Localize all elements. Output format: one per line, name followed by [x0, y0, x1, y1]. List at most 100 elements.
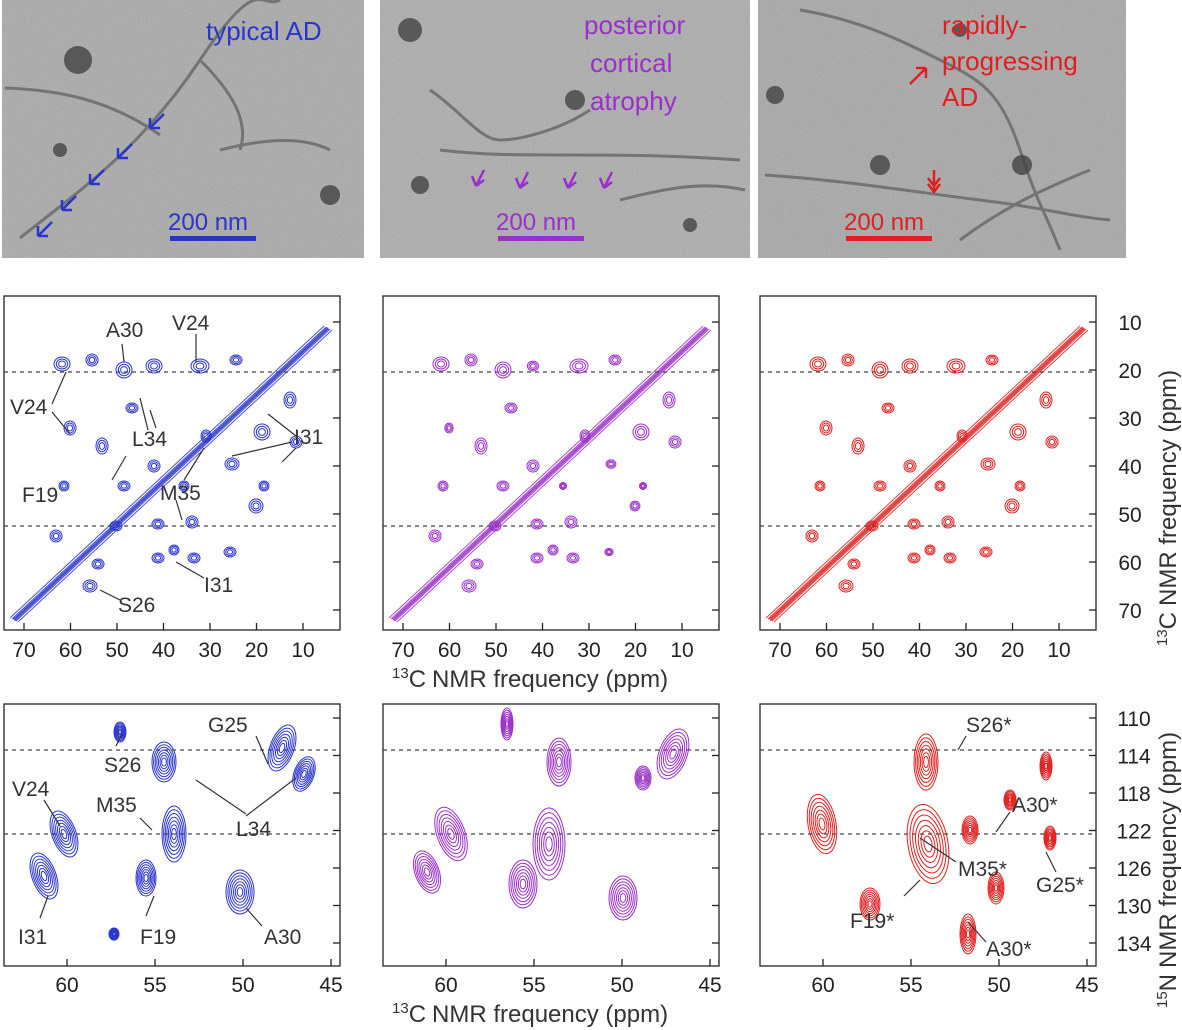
contour — [169, 824, 179, 844]
contour — [925, 545, 935, 555]
contour — [875, 481, 885, 491]
contour — [445, 424, 453, 432]
contour — [1043, 825, 1057, 851]
contour — [1045, 435, 1059, 449]
contour — [838, 579, 854, 593]
contour — [668, 435, 682, 449]
x-tick-label: 50 — [484, 639, 507, 662]
contour — [53, 816, 75, 852]
contour — [189, 553, 199, 563]
contour — [466, 355, 476, 365]
y-tick-label: 10 — [1118, 312, 1141, 335]
contour — [227, 872, 253, 912]
contour — [29, 852, 59, 900]
contour — [812, 805, 832, 843]
contour — [1004, 498, 1020, 514]
peak-label-s26: S26 — [104, 754, 141, 777]
contour — [881, 402, 895, 414]
contour — [530, 552, 544, 564]
contour — [821, 422, 831, 434]
contour — [276, 739, 288, 757]
x-tick-label: 50 — [987, 974, 1010, 997]
contour — [809, 356, 827, 372]
contour — [434, 806, 468, 862]
contour — [301, 770, 307, 778]
contour — [526, 459, 540, 473]
contour — [607, 460, 615, 468]
cc-spectrum-panel: 70 60 50 40 30 20 10 — [382, 295, 720, 662]
contour — [498, 481, 508, 491]
contour — [1014, 428, 1022, 436]
x-tick-label: 10 — [670, 639, 693, 662]
contour — [292, 756, 316, 792]
contour — [979, 546, 993, 558]
tem-label-posterior-3: atrophy — [590, 86, 677, 116]
contour — [154, 521, 162, 527]
contour — [438, 813, 464, 855]
contour — [112, 932, 116, 936]
contour — [906, 462, 914, 470]
scale-bar-label: 200 nm — [168, 209, 248, 236]
cc-annotations — [51, 334, 297, 601]
contour — [506, 403, 516, 413]
contour — [1044, 827, 1056, 849]
contour — [806, 793, 838, 855]
contour — [561, 484, 565, 488]
contour — [109, 520, 123, 532]
contour — [171, 827, 177, 841]
contour — [248, 498, 264, 514]
contour — [611, 357, 619, 363]
contour — [982, 549, 990, 555]
contour — [514, 869, 532, 899]
contour — [533, 555, 541, 561]
peak-label-f19: F19 — [22, 484, 58, 507]
contour — [118, 729, 122, 735]
x-tick-label: 40 — [152, 639, 175, 662]
contour — [961, 815, 979, 845]
contour — [993, 884, 999, 892]
contour — [461, 579, 477, 593]
contour — [464, 353, 478, 367]
contour — [258, 480, 270, 492]
contour — [916, 741, 936, 783]
x-tick-label: 60 — [815, 639, 838, 662]
y-tick-label: 110 — [1117, 708, 1150, 731]
contour — [849, 559, 859, 569]
contour — [117, 363, 131, 377]
peak-label-v24: V24 — [172, 312, 210, 335]
contour — [193, 360, 207, 372]
x-tick-label: 55 — [143, 974, 166, 997]
contour — [638, 771, 648, 785]
contour — [1006, 794, 1014, 806]
x-tick-label: 70 — [12, 639, 35, 662]
contour — [1044, 762, 1048, 770]
contour — [662, 391, 676, 409]
contour — [529, 462, 537, 470]
contour — [988, 357, 996, 363]
tem-label-rapid-3: AD — [942, 82, 978, 112]
contour — [1041, 393, 1051, 407]
contour — [55, 819, 73, 849]
peak-label-a30: A30 — [106, 319, 143, 342]
contour — [918, 744, 934, 780]
contour — [87, 355, 97, 365]
contour — [817, 483, 823, 489]
contour — [231, 355, 241, 365]
contour — [40, 870, 48, 882]
contour — [51, 531, 61, 541]
contour — [863, 893, 877, 915]
x-tick-label: 10 — [291, 639, 314, 662]
contour — [530, 518, 544, 530]
peak-label-i31: I31 — [294, 426, 323, 449]
contour — [876, 366, 884, 374]
contour — [990, 877, 1002, 899]
contour — [295, 760, 313, 788]
contour — [229, 875, 251, 909]
contour — [964, 926, 972, 942]
contour — [1039, 391, 1053, 409]
contour — [871, 361, 889, 379]
contour — [161, 757, 167, 767]
contour — [154, 746, 174, 778]
contour — [910, 521, 918, 527]
tem-label-rapid-2: progressing — [942, 46, 1078, 76]
